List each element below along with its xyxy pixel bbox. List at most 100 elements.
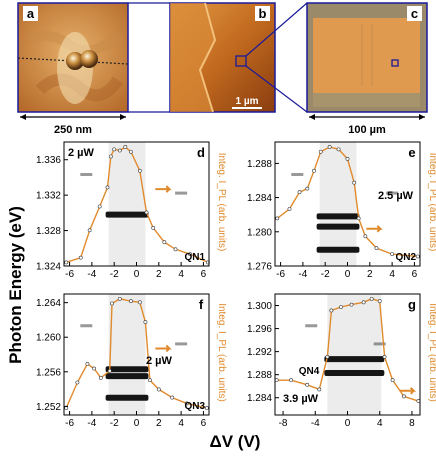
y-tick-label: 1.332 — [36, 191, 61, 202]
y-tick-label: 1.288 — [247, 159, 272, 170]
trace-point — [305, 186, 310, 191]
side-spot — [291, 173, 304, 176]
spectral-line — [105, 394, 149, 401]
x-tick-label: 4 — [178, 418, 184, 429]
y-tick-label: 1.292 — [247, 347, 272, 358]
trace-point — [92, 366, 97, 371]
image-a-letter: a — [27, 6, 35, 21]
scale-arrow-a: 250 nm — [20, 114, 126, 136]
y-tick-label: 1.260 — [36, 333, 61, 344]
side-spot — [305, 324, 318, 328]
spectral-line — [316, 223, 360, 230]
spectral-line — [105, 373, 149, 380]
side-spot — [175, 191, 188, 195]
side-spot — [80, 324, 93, 328]
y-tick-label: 1.324 — [36, 262, 61, 273]
y-tick-label: 1.296 — [247, 324, 272, 335]
emission-band — [319, 142, 357, 266]
trace-point — [108, 154, 113, 159]
trace-arrow — [399, 387, 417, 395]
scale-a-text: 250 nm — [54, 124, 92, 136]
trace-point — [327, 145, 332, 149]
trace-point — [129, 149, 133, 154]
trace-point — [75, 380, 80, 385]
x-tick-label: -8 — [279, 418, 288, 429]
trace-point — [64, 406, 69, 410]
y-tick-label: 1.284 — [247, 393, 272, 404]
x-tick-label: 8 — [409, 418, 415, 429]
y-tick-label: 1.288 — [247, 370, 272, 381]
trace-point — [390, 252, 395, 256]
trace-point — [107, 368, 112, 373]
scale-c-text: 100 µm — [348, 124, 386, 136]
trace-point — [117, 148, 122, 153]
trace-point — [137, 300, 142, 305]
spectra-panels: -6 -4 -2 0 2 4 6 1.324 1.328 1.332 1.336 d QN1 2 µW In… — [36, 141, 436, 429]
panel-d: -6 -4 -2 0 2 4 6 1.324 1.328 1.332 1.336 d QN1 2 µW In… — [36, 141, 227, 280]
trace-point — [151, 226, 156, 230]
trace-point — [64, 260, 69, 265]
spectral-line — [105, 366, 149, 373]
trace-point — [137, 168, 142, 173]
trace-point — [78, 255, 83, 260]
side-spot — [175, 342, 188, 346]
panel-letter: g — [408, 297, 416, 312]
trace-point — [349, 302, 354, 307]
image-a: a — [17, 2, 129, 113]
x-tick-label: 0 — [345, 269, 351, 280]
x-tick-label: 6 — [201, 269, 207, 280]
spectral-line — [324, 369, 385, 376]
trace-point — [352, 180, 357, 185]
x-tick-label: -4 — [298, 269, 307, 280]
panel-g: -8 -4 0 4 8 1.284 1.288 1.292 1.296 1.300 g QN4 3.9 … — [247, 293, 436, 429]
trace-point — [97, 204, 102, 209]
power-label: 2 µW — [68, 147, 95, 159]
trace-point — [325, 355, 330, 359]
trace-point — [287, 206, 292, 211]
trace-point — [85, 361, 90, 366]
trace-point — [289, 378, 294, 383]
panel-letter: e — [408, 145, 415, 160]
y-tick-label: 1.256 — [36, 367, 61, 378]
image-b: b 1 µm — [169, 2, 276, 113]
y-tick-label: 1.336 — [36, 155, 61, 166]
trace-point — [173, 247, 178, 252]
x-tick-label: -2 — [321, 269, 330, 280]
image-b-scale: 1 µm — [236, 96, 259, 107]
scale-arrow-c: 100 µm — [309, 114, 425, 136]
trace-point — [369, 296, 374, 301]
trace-point — [98, 375, 103, 380]
emission-band — [327, 294, 382, 415]
power-label: 3.9 µW — [283, 393, 319, 405]
trace-point — [204, 406, 209, 410]
x-tick-label: -4 — [311, 418, 320, 429]
x-tick-label: -6 — [65, 418, 74, 429]
x-tick-label: -6 — [276, 269, 285, 280]
side-spot — [386, 191, 399, 195]
trace-point — [147, 378, 152, 383]
trace-point — [188, 252, 192, 256]
trace-point — [184, 401, 189, 406]
x-tick-label: 2 — [156, 418, 162, 429]
trace-point — [356, 216, 361, 221]
trace-point — [390, 378, 395, 383]
x-tick-label: 0 — [134, 269, 140, 280]
trace-point — [374, 246, 379, 251]
trace-point — [112, 147, 117, 152]
side-spot — [80, 173, 93, 176]
dot-label: QN2 — [395, 252, 416, 263]
trace-point — [144, 210, 149, 215]
y-tick-label: 1.264 — [36, 298, 61, 309]
x-tick-label: 2 — [156, 269, 162, 280]
trace-point — [110, 301, 114, 306]
right-axis-label: Integ. I_PL (arb. units) — [427, 153, 436, 252]
x-tick-label: -4 — [87, 418, 96, 429]
trace-point — [170, 395, 175, 400]
trace-point — [105, 185, 110, 190]
zoom-lines — [128, 2, 308, 113]
trace-point — [156, 387, 161, 392]
y-tick-label: 1.284 — [247, 193, 272, 204]
y-axis-label: Photon Energy (eV) — [6, 206, 25, 364]
right-axis-label: Integ. I_PL (arb. units) — [216, 303, 227, 402]
